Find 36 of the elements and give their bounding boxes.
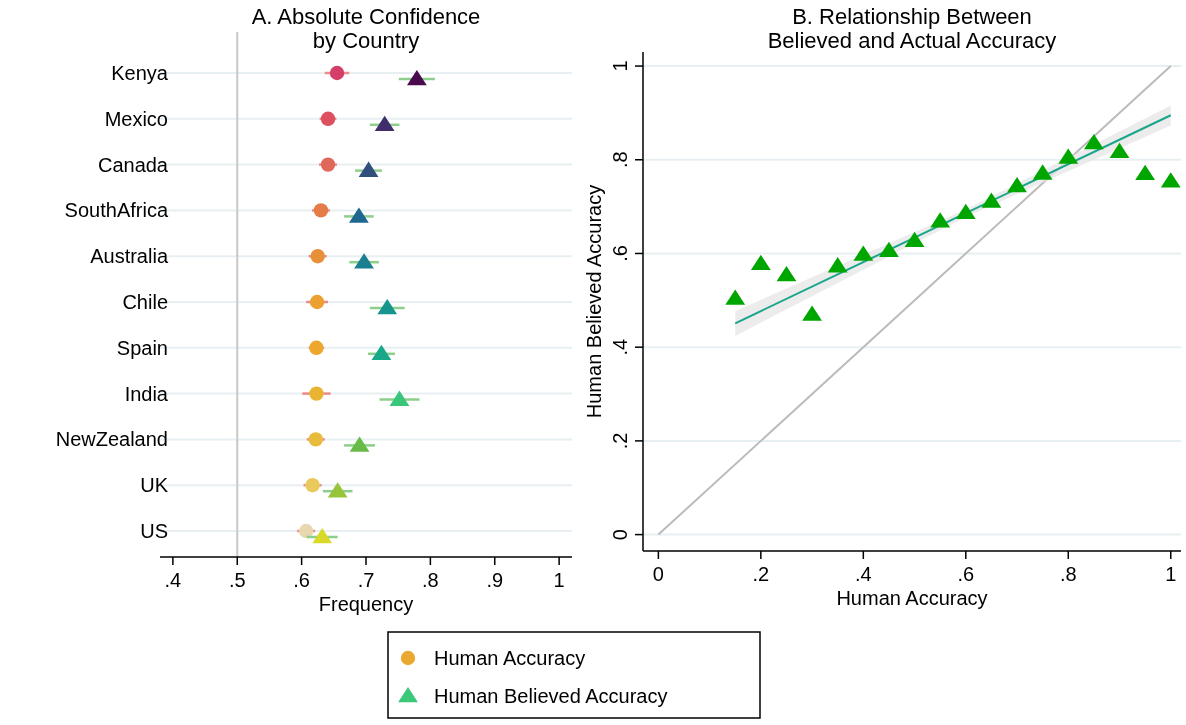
x-tick-label: .7	[357, 569, 375, 591]
x-axis-title: Human Accuracy	[836, 587, 988, 609]
y-tick-label: 1	[609, 60, 631, 72]
y-tick-label: UK	[140, 474, 169, 497]
x-tick-label: 1	[1165, 563, 1177, 585]
x-tick-label: 0	[652, 563, 664, 585]
y-axis-title: Human Believed Accuracy	[583, 184, 605, 419]
y-tick-label: NewZealand	[55, 428, 168, 451]
y-tick-label: Australia	[90, 245, 169, 268]
y-tick-label: 0	[609, 529, 631, 541]
y-tick-label: Canada	[97, 153, 169, 176]
y-tick-label: India	[124, 382, 169, 405]
x-tick-label: .8	[422, 569, 439, 591]
x-tick-label: .8	[1059, 563, 1077, 585]
y-tick-label: Kenya	[111, 62, 169, 84]
y-tick-label: .4	[609, 338, 631, 356]
y-tick-label: Mexico	[104, 107, 168, 130]
y-tick-label: .2	[609, 432, 631, 450]
legend-label: Human Believed Accuracy	[434, 685, 668, 707]
x-tick-label: .2	[752, 563, 770, 585]
chart-title: B. Relationship Between Believed and Actual Accuracy	[767, 4, 1057, 53]
legend-label: Human Accuracy	[434, 647, 586, 669]
y-tick-label: .8	[609, 151, 631, 169]
y-tick-label: Spain	[116, 336, 168, 359]
x-tick-label: .5	[228, 569, 246, 591]
x-tick-label: .4	[854, 563, 872, 585]
chart-title: A. Absolute Confidence by Country	[251, 4, 481, 53]
y-tick-label: Chile	[122, 291, 168, 313]
y-tick-label: SouthAfrica	[64, 199, 169, 222]
x-tick-label: .6	[957, 563, 975, 585]
x-tick-label: .9	[486, 569, 504, 591]
x-tick-label: .6	[293, 569, 310, 591]
y-tick-label: .6	[609, 245, 631, 262]
x-tick-label: 1	[553, 569, 565, 591]
x-axis-title: Frequency	[318, 593, 414, 615]
y-tick-label: US	[140, 520, 168, 542]
